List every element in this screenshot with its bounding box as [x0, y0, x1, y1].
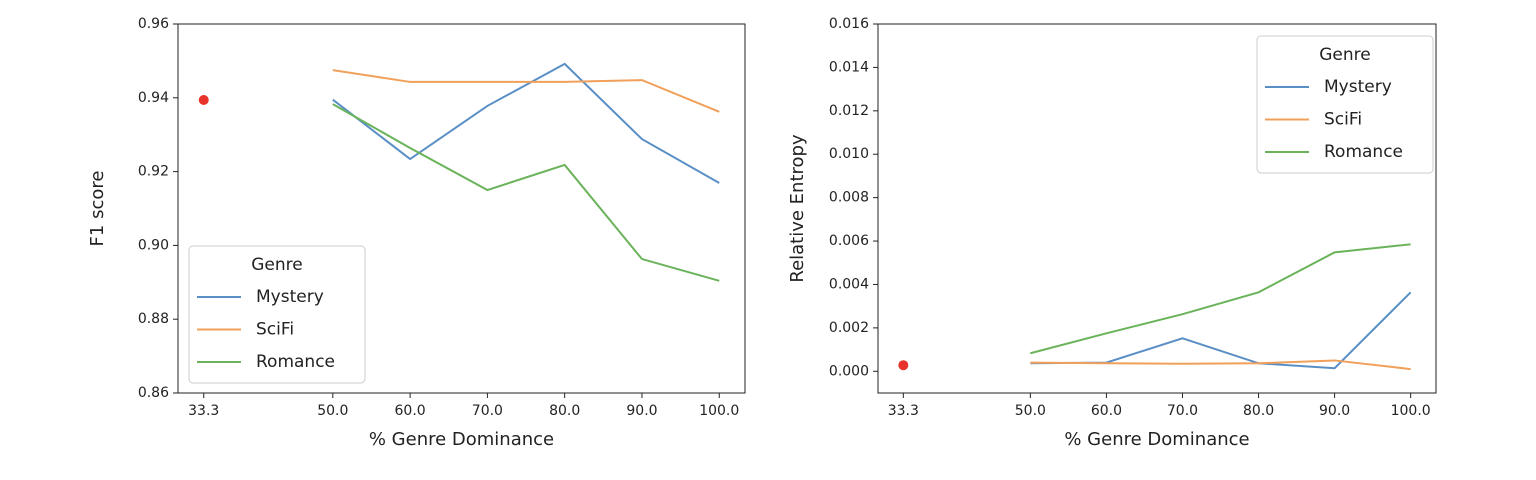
x-tick-label: 100.0 [1391, 403, 1431, 419]
x-tick-label: 60.0 [395, 403, 426, 419]
x-tick-label: 50.0 [317, 403, 348, 419]
x-tick-label: 60.0 [1091, 403, 1122, 419]
line-series [332, 103, 720, 282]
line-series [332, 69, 720, 113]
y-tick-label: 0.94 [138, 90, 169, 106]
y-tick-label: 0.012 [829, 103, 869, 119]
plot-frame [177, 23, 746, 394]
x-tick-label: 33.3 [888, 403, 919, 419]
legend-title: Genre [251, 255, 302, 275]
x-tick-label: 70.0 [1167, 403, 1198, 419]
x-tick-label: 50.0 [1015, 403, 1046, 419]
line-series [332, 62, 720, 184]
y-tick-label: 0.92 [138, 164, 169, 180]
y-tick-label: 0.86 [138, 385, 169, 401]
legend-label: Romance [1324, 142, 1403, 162]
y-tick-label: 0.016 [829, 16, 869, 32]
y-tick-label: 0.000 [829, 363, 869, 379]
legend-label: Mystery [256, 287, 324, 307]
y-tick-label: 0.006 [829, 233, 869, 249]
baseline-point [198, 95, 209, 106]
legend: Genre Mystery SciFi Romance [188, 245, 366, 384]
y-tick-label: 0.90 [138, 237, 169, 253]
baseline-point [898, 360, 909, 371]
legend-label: Romance [256, 352, 335, 372]
legend-label: Mystery [1324, 77, 1392, 97]
legend: Genre Mystery SciFi Romance [1256, 35, 1434, 174]
x-tick-label: 90.0 [626, 403, 657, 419]
line-series [1030, 359, 1411, 371]
x-axis-label: % Genre Dominance [369, 429, 554, 450]
legend-box [188, 245, 366, 384]
plot-frame [877, 23, 1437, 394]
y-tick-label: 0.88 [138, 311, 169, 327]
x-tick-label: 80.0 [549, 403, 580, 419]
y-tick-label: 0.96 [138, 16, 169, 32]
x-tick-label: 90.0 [1319, 403, 1350, 419]
x-tick-label: 80.0 [1243, 403, 1274, 419]
line-series [1030, 243, 1411, 355]
y-tick-label: 0.002 [829, 320, 869, 336]
x-axis-label: % Genre Dominance [1064, 429, 1249, 450]
y-axis-label: F1 score [87, 171, 108, 247]
y-tick-label: 0.008 [829, 190, 869, 206]
x-tick-label: 70.0 [472, 403, 503, 419]
legend-label: SciFi [256, 320, 294, 340]
legend-box [1256, 35, 1434, 174]
x-tick-label: 100.0 [699, 403, 739, 419]
y-tick-label: 0.014 [829, 59, 869, 75]
legend-title: Genre [1319, 45, 1370, 65]
y-axis-label: Relative Entropy [787, 134, 808, 283]
x-tick-label: 33.3 [188, 403, 219, 419]
legend-label: SciFi [1324, 110, 1362, 130]
y-tick-label: 0.010 [829, 146, 869, 162]
y-tick-label: 0.004 [829, 276, 869, 292]
